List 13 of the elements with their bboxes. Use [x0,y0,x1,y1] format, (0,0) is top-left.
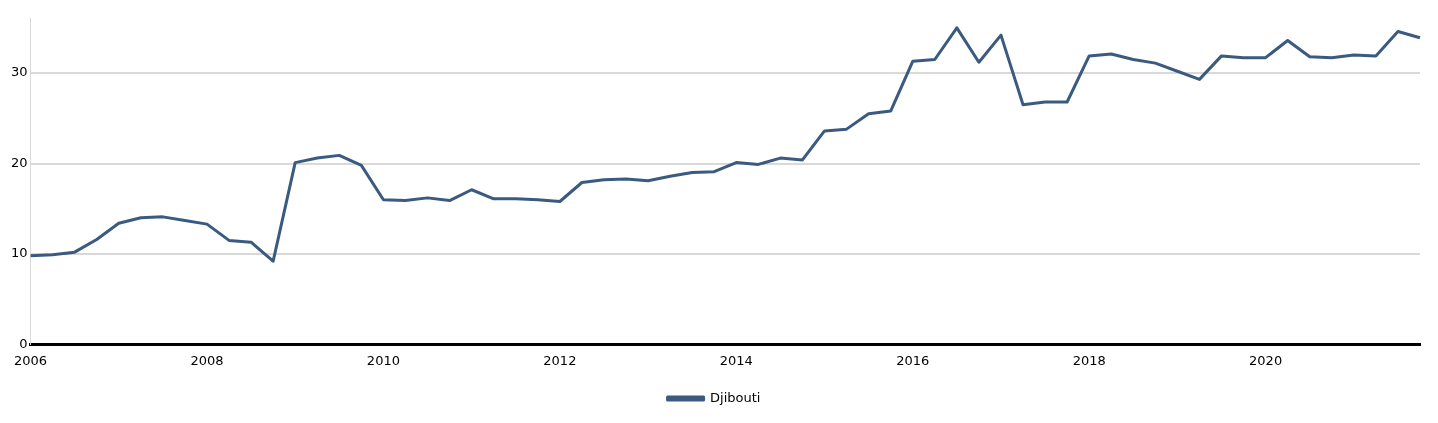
y-tick-label: 10 [11,245,28,261]
x-tick-label: 2016 [896,352,930,368]
x-tick-label: 2018 [1072,352,1106,368]
x-tick-label: 2020 [1249,352,1283,368]
y-tick-label: 20 [11,154,28,170]
x-tick-label: 2006 [14,352,48,368]
y-tick-label: 30 [11,64,28,80]
x-tick-label: 2010 [366,352,400,368]
x-tick-label: 2008 [190,352,224,368]
y-tick-label: 0 [19,335,28,351]
x-tick-label: 2012 [543,352,577,368]
x-tick-label: 2014 [719,352,753,368]
legend-label: Djibouti [710,389,761,405]
